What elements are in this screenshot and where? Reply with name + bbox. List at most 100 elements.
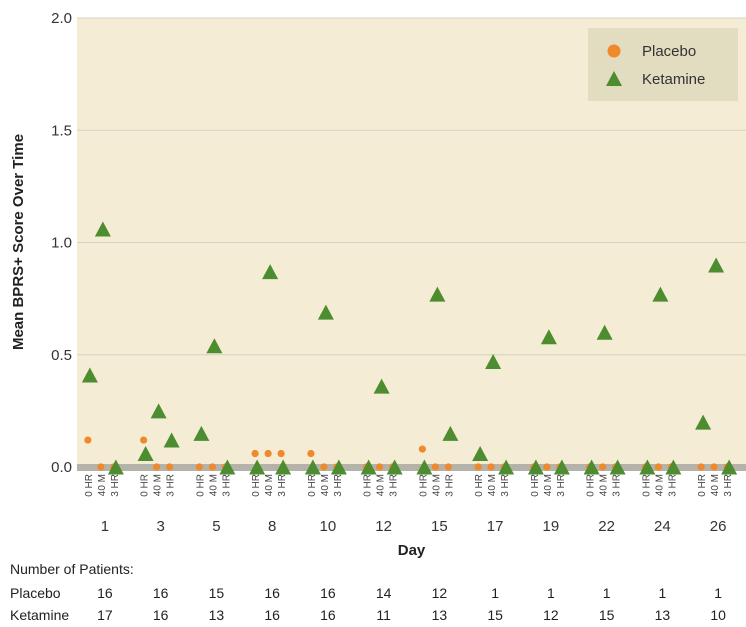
y-tick-label: 1.0 bbox=[51, 235, 72, 252]
timepoint-label: 0 HR bbox=[363, 474, 374, 497]
legend-label: Ketamine bbox=[642, 71, 705, 88]
data-point-ketamine bbox=[360, 459, 377, 475]
x-tick-label: 8 bbox=[268, 518, 276, 535]
patient-count-cell: 13 bbox=[208, 607, 225, 623]
timepoint-label: 3 HR bbox=[333, 474, 344, 497]
data-point-ketamine bbox=[527, 459, 544, 475]
patient-count-cell: 13 bbox=[654, 607, 671, 623]
data-point-ketamine bbox=[193, 425, 210, 441]
data-point-ketamine bbox=[163, 432, 180, 448]
data-point-placebo bbox=[320, 463, 328, 471]
patient-count-cell: 15 bbox=[208, 585, 225, 601]
x-tick-label: 5 bbox=[212, 518, 220, 535]
data-point-ketamine bbox=[540, 329, 557, 345]
data-point-ketamine bbox=[652, 286, 669, 302]
patient-count-cell: 1 bbox=[714, 585, 723, 601]
timepoint-label: 3 HR bbox=[556, 474, 567, 497]
patient-count-cell: 1 bbox=[658, 585, 667, 601]
data-point-placebo bbox=[208, 463, 216, 471]
data-point-placebo bbox=[654, 463, 662, 471]
data-point-ketamine bbox=[485, 353, 502, 369]
legend-marker-placebo bbox=[607, 44, 621, 58]
patient-count-cell: 13 bbox=[431, 607, 448, 623]
timepoint-label: 40 M bbox=[320, 474, 331, 496]
x-tick-label: 22 bbox=[598, 518, 615, 535]
timepoint-label: 3 HR bbox=[221, 474, 232, 497]
legend-marker-ketamine bbox=[606, 71, 622, 86]
timepoint-label: 40 M bbox=[208, 474, 219, 496]
timepoint-label: 3 HR bbox=[389, 474, 400, 497]
data-point-ketamine bbox=[609, 459, 626, 475]
timepoint-label: 0 HR bbox=[697, 474, 708, 497]
timepoint-label: 0 HR bbox=[530, 474, 541, 497]
patient-count-cell: 1 bbox=[491, 585, 500, 601]
data-point-placebo bbox=[444, 463, 452, 471]
timepoint-label: 0 HR bbox=[474, 474, 485, 497]
data-point-ketamine bbox=[304, 459, 321, 475]
timepoint-label: 0 HR bbox=[586, 474, 597, 497]
data-point-ketamine bbox=[386, 459, 403, 475]
data-point-placebo bbox=[543, 463, 551, 471]
timepoint-label: 3 HR bbox=[110, 474, 121, 497]
data-point-ketamine bbox=[107, 459, 124, 475]
y-tick-label: 1.5 bbox=[51, 122, 72, 139]
patient-count-cell: 16 bbox=[152, 607, 169, 623]
data-point-ketamine bbox=[249, 459, 266, 475]
data-point-ketamine bbox=[583, 459, 600, 475]
y-tick-label: 0.5 bbox=[51, 347, 72, 364]
data-point-ketamine bbox=[416, 459, 433, 475]
x-tick-label: 10 bbox=[320, 518, 337, 535]
data-point-ketamine bbox=[695, 414, 712, 430]
timepoint-label: 0 HR bbox=[307, 474, 318, 497]
patient-count-cell: 15 bbox=[487, 607, 503, 623]
data-point-placebo bbox=[431, 463, 439, 471]
scatter-chart: 0.0 0.5 1.0 1.5 2.0 Mean BPRS+ Score Over Tim… bbox=[10, 10, 746, 559]
data-point-ketamine bbox=[317, 304, 334, 320]
x-tick-label: 3 bbox=[156, 518, 164, 535]
timepoint-label: 3 HR bbox=[723, 474, 734, 497]
data-point-placebo bbox=[264, 449, 272, 458]
timepoint-label: 0 HR bbox=[641, 474, 652, 497]
data-point-ketamine bbox=[330, 459, 347, 475]
data-point-placebo bbox=[418, 445, 426, 453]
data-point-ketamine bbox=[81, 367, 98, 383]
x-tick-label: 1 bbox=[101, 518, 109, 535]
timepoint-label: 40 M bbox=[376, 474, 387, 496]
data-point-ketamine bbox=[373, 378, 390, 394]
timepoint-label: 3 HR bbox=[612, 474, 623, 497]
timepoint-label: 40 M bbox=[153, 474, 164, 496]
data-point-placebo bbox=[710, 463, 718, 471]
data-point-ketamine bbox=[262, 264, 279, 280]
data-point-ketamine bbox=[708, 257, 725, 273]
data-point-ketamine bbox=[150, 403, 167, 419]
timepoint-label: 3 HR bbox=[500, 474, 511, 497]
x-tick-label: 12 bbox=[375, 518, 392, 535]
data-point-placebo bbox=[307, 449, 315, 458]
timepoint-label: 40 M bbox=[654, 474, 665, 496]
timepoint-label: 3 HR bbox=[444, 474, 455, 497]
data-point-ketamine bbox=[94, 221, 111, 237]
data-point-placebo bbox=[697, 463, 705, 471]
timepoint-label: 40 M bbox=[264, 474, 275, 496]
legend-box bbox=[588, 28, 738, 101]
timepoint-label: 3 HR bbox=[277, 474, 288, 497]
patient-count-cell: 1 bbox=[546, 585, 555, 601]
patient-count-cell: 17 bbox=[97, 607, 113, 623]
data-point-ketamine bbox=[429, 286, 446, 302]
y-tick-label: 2.0 bbox=[51, 10, 72, 27]
timepoint-label: 0 HR bbox=[195, 474, 206, 497]
data-point-ketamine bbox=[219, 459, 236, 475]
patients-heading-text: Number of Patients: bbox=[10, 561, 134, 577]
y-tick-label: 0.0 bbox=[51, 459, 72, 476]
data-point-ketamine bbox=[553, 459, 570, 475]
data-point-placebo bbox=[487, 463, 495, 471]
x-axis-baseline bbox=[77, 464, 746, 471]
patient-count-cell: 10 bbox=[710, 607, 726, 623]
data-point-placebo bbox=[153, 463, 161, 471]
x-tick-label: 17 bbox=[487, 518, 504, 535]
data-point-ketamine bbox=[665, 459, 682, 475]
patient-count-cell: 16 bbox=[152, 585, 169, 601]
timepoint-label: 3 HR bbox=[667, 474, 678, 497]
patient-count-cell: 16 bbox=[97, 585, 113, 601]
timepoint-label: 40 M bbox=[487, 474, 498, 496]
